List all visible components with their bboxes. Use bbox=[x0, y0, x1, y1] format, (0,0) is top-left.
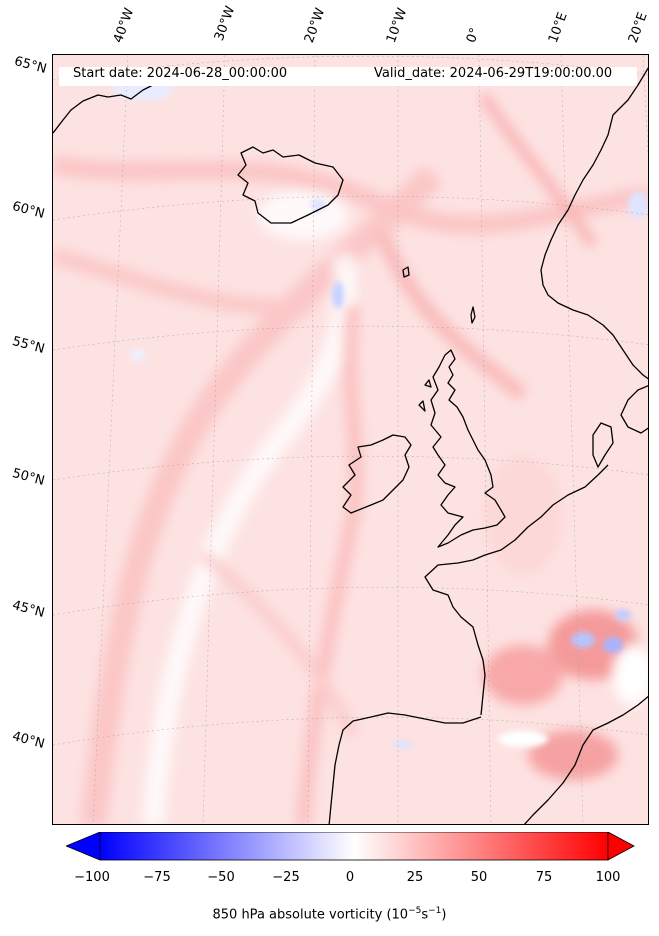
colorbar-label-end: ) bbox=[441, 907, 447, 923]
colorbar-gradient bbox=[99, 832, 609, 861]
coast-norway bbox=[540, 67, 648, 380]
coast-denmark bbox=[592, 422, 614, 468]
lat-label-45n: 45°N bbox=[10, 598, 47, 621]
lon-label-20w: 20°W bbox=[301, 6, 329, 45]
lon-label-10w: 10°W bbox=[383, 6, 411, 45]
vorticity-field bbox=[53, 92, 648, 824]
map-panel bbox=[52, 54, 649, 825]
lon-label-40w: 40°W bbox=[110, 6, 138, 45]
graticule-lines bbox=[53, 55, 648, 824]
colorbar-label-mid: s bbox=[421, 907, 429, 923]
colorbar-label: 850 hPa absolute vorticity (10−5s−1) bbox=[0, 906, 659, 922]
colorbar-tick-0: 0 bbox=[345, 870, 355, 885]
lat-label-55n: 55°N bbox=[10, 334, 47, 357]
coast-shetland bbox=[470, 306, 476, 324]
colorbar-tick-m100: −100 bbox=[74, 870, 110, 885]
coast-greenland bbox=[53, 84, 154, 134]
vorticity-map bbox=[53, 55, 648, 824]
colorbar-tick-m25: −25 bbox=[272, 870, 300, 885]
lon-label-20e: 20°E bbox=[625, 10, 651, 46]
lat-label-50n: 50°N bbox=[10, 466, 47, 489]
colorbar-max-extend bbox=[607, 832, 635, 861]
coastlines bbox=[53, 67, 648, 824]
colorbar-tick-25: 25 bbox=[406, 870, 424, 885]
lon-label-10e: 10°E bbox=[545, 10, 571, 46]
coast-iceland bbox=[237, 146, 344, 224]
colorbar-tick-m50: −50 bbox=[207, 870, 235, 885]
colorbar-min-extend bbox=[66, 832, 101, 861]
lon-label-0: 0° bbox=[463, 25, 484, 45]
coast-faroe bbox=[402, 266, 410, 278]
colorbar-tick-100: 100 bbox=[595, 870, 621, 885]
coast-iberia bbox=[328, 712, 482, 824]
coast-france bbox=[424, 464, 609, 716]
coast-hebrides-1 bbox=[424, 379, 432, 388]
coast-hebrides-2 bbox=[418, 400, 426, 412]
coast-ireland bbox=[342, 434, 412, 514]
colorbar-tick-50: 50 bbox=[470, 870, 488, 885]
colorbar-tick-75: 75 bbox=[535, 870, 553, 885]
colorbar-label-exp2: −1 bbox=[428, 906, 442, 916]
coast-great-britain bbox=[430, 349, 506, 548]
lon-label-30w: 30°W bbox=[211, 4, 239, 43]
colorbar-label-main: 850 hPa absolute vorticity (10 bbox=[212, 907, 409, 923]
coast-sweden bbox=[620, 385, 648, 434]
lat-label-65n: 65°N bbox=[12, 54, 49, 77]
colorbar bbox=[66, 832, 635, 861]
lat-label-40n: 40°N bbox=[10, 729, 47, 752]
valid-date-label-overlay: Valid_date: 2024-06-29T19:00:00.00 bbox=[374, 66, 613, 81]
coast-mediterranean bbox=[523, 695, 648, 824]
colorbar-label-exp1: −5 bbox=[408, 906, 422, 916]
start-date-label-overlay: Start date: 2024-06-28_00:00:00 bbox=[73, 66, 288, 81]
colorbar-tick-m75: −75 bbox=[143, 870, 171, 885]
header-strip bbox=[59, 67, 637, 86]
lat-label-60n: 60°N bbox=[10, 199, 47, 222]
